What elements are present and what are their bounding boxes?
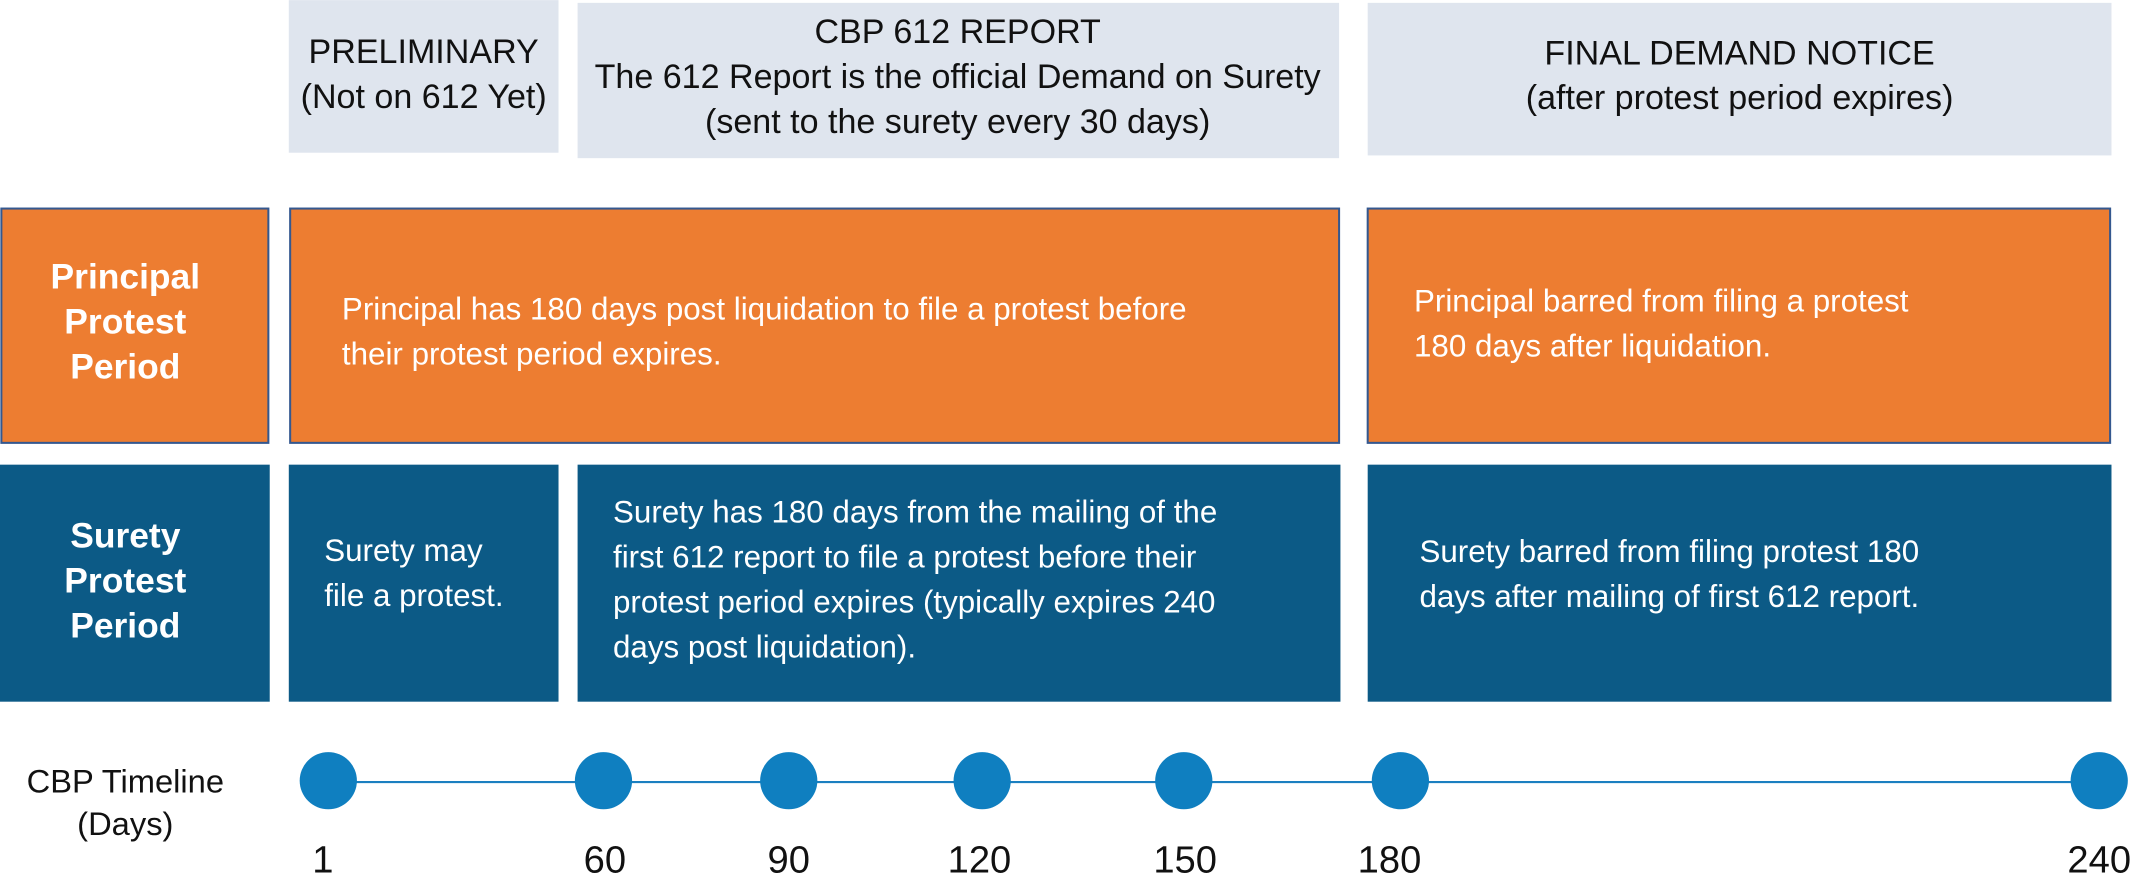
timeline-label: (Days) bbox=[77, 805, 173, 842]
timeline-day-label: 90 bbox=[768, 839, 810, 882]
cell-text: Surety has 180 days from the mailing of … bbox=[613, 495, 1217, 530]
timeline-day-label: 240 bbox=[2067, 839, 2131, 882]
timeline-point bbox=[760, 752, 818, 810]
timeline-point bbox=[1155, 752, 1213, 810]
cell-box bbox=[289, 207, 1341, 444]
row-label: Period bbox=[70, 347, 180, 387]
cell-text: days after mailing of first 612 report. bbox=[1419, 579, 1919, 614]
row-label-box bbox=[0, 464, 270, 702]
header-text: (Not on 612 Yet) bbox=[301, 78, 547, 116]
timeline-point bbox=[2070, 752, 2128, 810]
row-label: Protest bbox=[64, 302, 186, 342]
row-label: Principal bbox=[51, 257, 201, 297]
timeline-day-label: 60 bbox=[584, 839, 626, 882]
timeline-point bbox=[1371, 752, 1429, 810]
cell-text: Surety barred from filing protest 180 bbox=[1419, 534, 1919, 569]
header-box bbox=[1367, 2, 2112, 156]
cell-text: protest period expires (typically expire… bbox=[613, 585, 1216, 620]
header-text: PRELIMINARY bbox=[309, 33, 539, 71]
header-text: (after protest period expires) bbox=[1526, 79, 1954, 117]
cell-box bbox=[577, 464, 1341, 702]
timeline-label: CBP Timeline bbox=[27, 763, 224, 800]
cell-box bbox=[1366, 207, 2112, 444]
header-text: FINAL DEMAND NOTICE bbox=[1544, 34, 1934, 72]
timeline-day-label: 120 bbox=[948, 839, 1012, 882]
cell-text: 180 days after liquidation. bbox=[1414, 328, 1771, 363]
cell-text: their protest period expires. bbox=[342, 337, 722, 372]
row-label: Surety bbox=[70, 516, 181, 556]
timeline-day-label: 180 bbox=[1358, 839, 1422, 882]
cell-text: Principal has 180 days post liquidation … bbox=[342, 292, 1187, 327]
cell-text: file a protest. bbox=[324, 578, 503, 613]
row-label: Protest bbox=[64, 561, 186, 601]
cell-text: first 612 report to file a protest befor… bbox=[613, 540, 1196, 575]
row-label: Period bbox=[70, 605, 180, 645]
header-text: (sent to the surety every 30 days) bbox=[705, 103, 1210, 141]
header-box bbox=[288, 0, 559, 153]
cell-box bbox=[1367, 464, 2112, 702]
header-text: CBP 612 REPORT bbox=[814, 13, 1101, 51]
header-text: The 612 Report is the official Demand on… bbox=[595, 58, 1321, 96]
cell-text: Surety may bbox=[324, 533, 483, 568]
cell-text: days post liquidation). bbox=[613, 630, 916, 665]
timeline-point bbox=[953, 752, 1011, 810]
timeline-point bbox=[299, 752, 357, 810]
timeline-point bbox=[574, 752, 633, 810]
timeline-day-label: 1 bbox=[312, 839, 333, 882]
header-box bbox=[577, 2, 1340, 159]
timeline-day-label: 150 bbox=[1153, 839, 1217, 882]
cell-text: Principal barred from filing a protest bbox=[1414, 284, 1909, 319]
row-label-box bbox=[0, 207, 270, 444]
cell-box bbox=[288, 464, 559, 702]
